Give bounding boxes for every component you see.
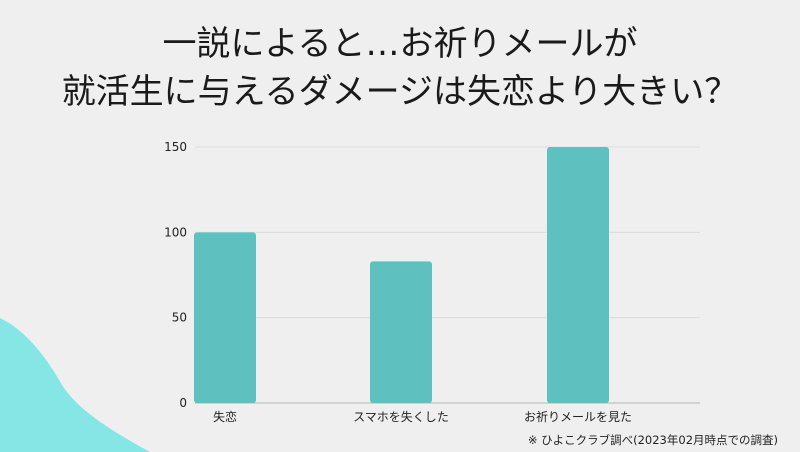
wave-shape bbox=[0, 318, 150, 452]
x-tick-label: 失恋 bbox=[213, 409, 237, 424]
y-tick-label: 0 bbox=[179, 396, 187, 410]
source-footnote: ※ ひよこクラブ調べ(2023年02月時点での調査) bbox=[527, 433, 778, 447]
bar bbox=[370, 261, 432, 403]
y-tick-label: 150 bbox=[164, 140, 187, 154]
y-tick-label: 50 bbox=[172, 311, 187, 325]
y-tick-label: 100 bbox=[164, 225, 187, 239]
slide-title-line-1: 一説によると…お祈りメールが bbox=[162, 24, 638, 64]
x-tick-label: お祈りメールを見た bbox=[524, 410, 632, 424]
slide-title-line-2: 就活生に与えるダメージは失恋より大きい？ bbox=[61, 72, 739, 112]
bar bbox=[194, 232, 256, 403]
x-tick-label: スマホを失くした bbox=[353, 409, 449, 424]
bar bbox=[547, 147, 609, 403]
